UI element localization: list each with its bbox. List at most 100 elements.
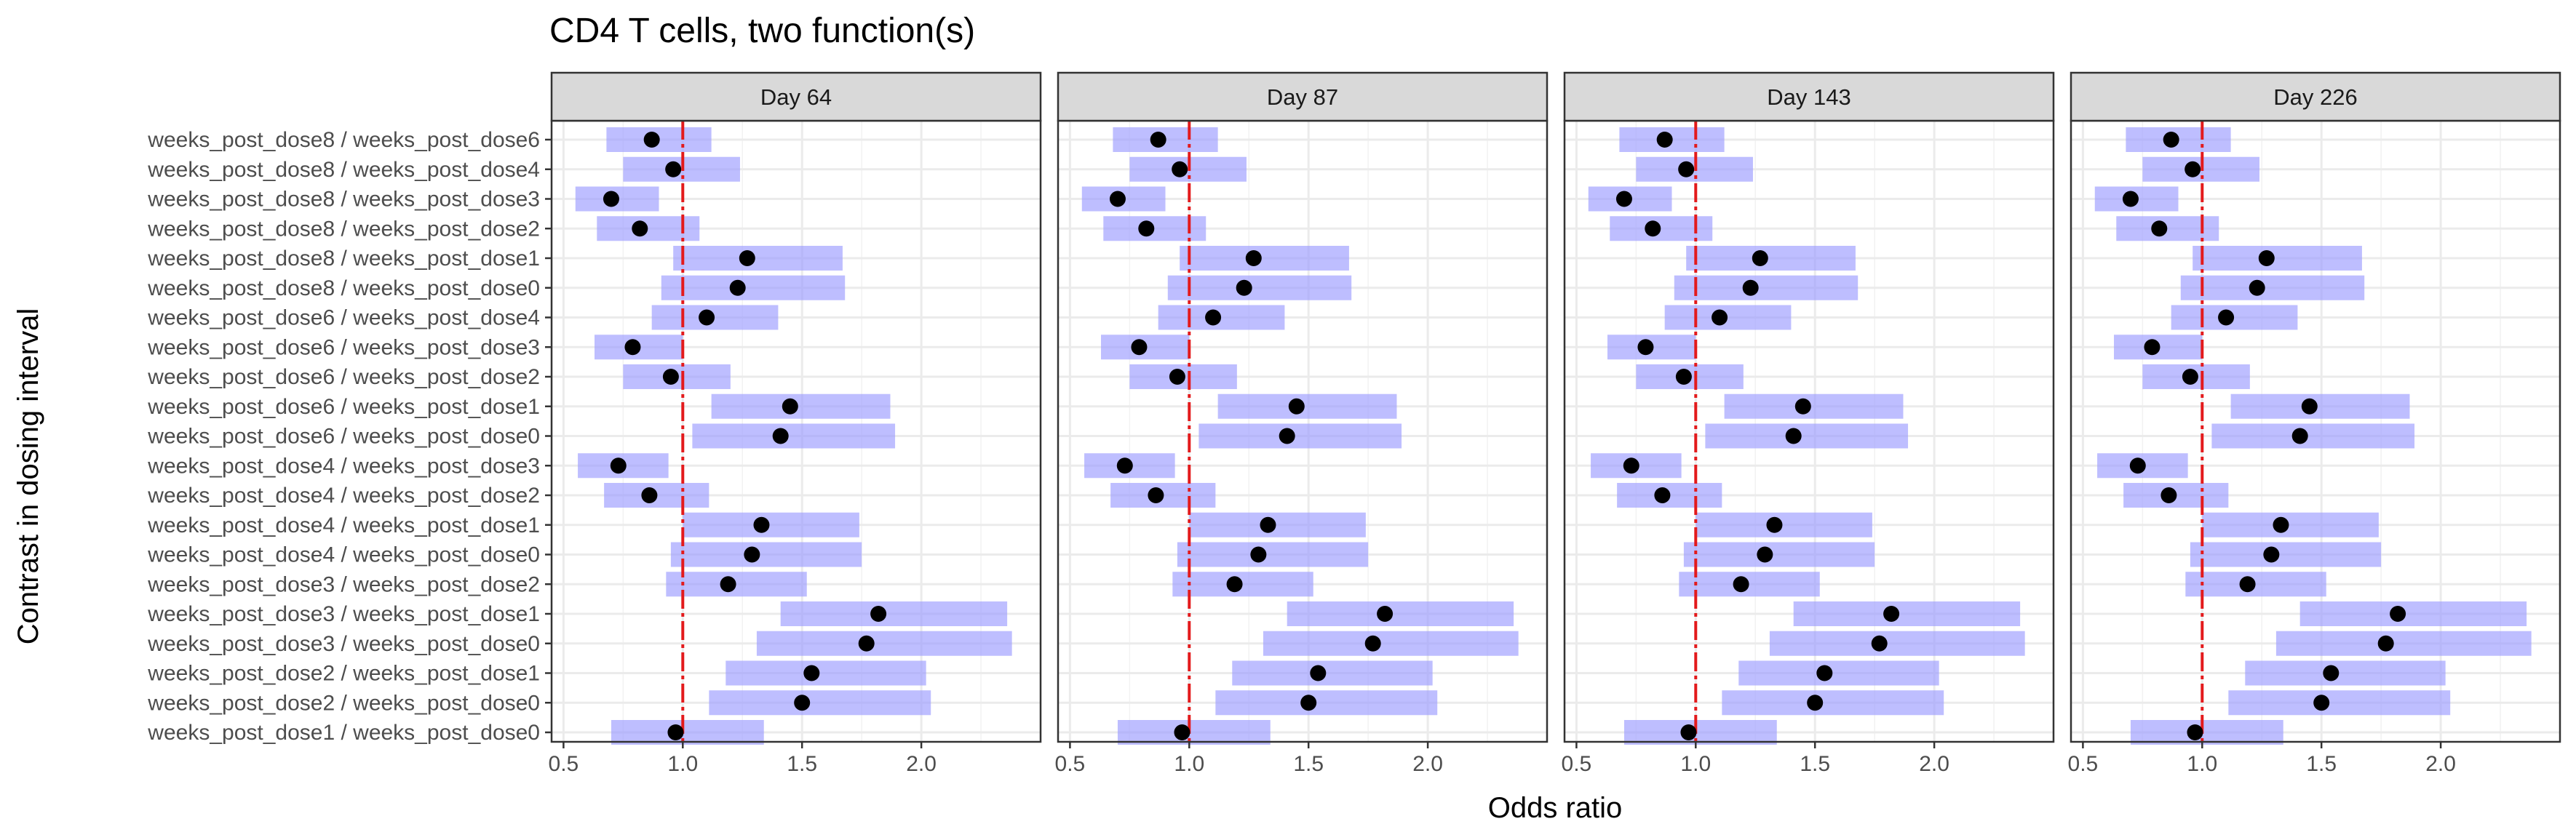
estimate-point bbox=[744, 546, 760, 563]
y-tick-label: weeks_post_dose2 / weeks_post_dose0 bbox=[147, 691, 540, 715]
x-tick-label: 0.5 bbox=[2068, 752, 2099, 776]
ci-bar bbox=[1287, 601, 1514, 626]
ci-bar bbox=[1724, 393, 1904, 419]
ci-bar bbox=[692, 423, 896, 449]
estimate-point bbox=[753, 516, 770, 533]
ci-bar bbox=[673, 246, 843, 271]
estimate-point bbox=[2263, 546, 2280, 563]
y-tick-label: weeks_post_dose4 / weeks_post_dose3 bbox=[147, 454, 540, 478]
estimate-point bbox=[1733, 576, 1749, 593]
ci-bar bbox=[1158, 305, 1285, 330]
estimate-point bbox=[2273, 516, 2289, 533]
ci-bar bbox=[1769, 631, 2025, 656]
estimate-point bbox=[720, 576, 736, 593]
x-tick-label: 2.0 bbox=[1412, 752, 1443, 776]
estimate-point bbox=[2249, 279, 2265, 296]
ci-bar bbox=[1172, 572, 1313, 597]
estimate-point bbox=[1816, 665, 1833, 681]
estimate-point bbox=[1742, 279, 1759, 296]
ci-bar bbox=[1117, 720, 1271, 745]
ci-bar bbox=[1664, 305, 1792, 330]
x-tick-label: 1.5 bbox=[2306, 752, 2337, 776]
estimate-point bbox=[1169, 369, 1185, 385]
x-tick-label: 0.5 bbox=[549, 752, 579, 776]
y-tick-label: weeks_post_dose4 / weeks_post_dose2 bbox=[147, 484, 540, 508]
estimate-point bbox=[1794, 398, 1811, 415]
estimate-point bbox=[1150, 132, 1166, 148]
estimate-point bbox=[2258, 250, 2275, 266]
facet-label: Day 87 bbox=[1267, 84, 1338, 110]
ci-bar bbox=[1232, 660, 1433, 686]
facet-strip bbox=[1057, 71, 1549, 122]
ci-bar bbox=[2202, 512, 2379, 537]
estimate-point bbox=[1236, 279, 1252, 296]
y-tick-label: weeks_post_dose3 / weeks_post_dose0 bbox=[147, 632, 540, 656]
estimate-point bbox=[2129, 457, 2146, 474]
ci-bar bbox=[1217, 393, 1397, 419]
panel-2: Day 87 0.5 1.0 1.5 2.0 bbox=[1055, 71, 1549, 776]
ci-bar bbox=[1180, 246, 1349, 271]
ci-bar bbox=[2171, 305, 2298, 330]
facet-strip bbox=[2070, 71, 2561, 122]
estimate-point bbox=[699, 309, 715, 326]
estimate-point bbox=[794, 695, 811, 711]
estimate-point bbox=[1288, 398, 1305, 415]
x-tick-label: 1.0 bbox=[2187, 752, 2217, 776]
ci-bar bbox=[670, 542, 862, 567]
estimate-point bbox=[610, 457, 627, 474]
ci-bar bbox=[1705, 423, 1909, 449]
estimate-point bbox=[1757, 546, 1773, 563]
estimate-point bbox=[1205, 309, 1222, 326]
estimate-point bbox=[1226, 576, 1243, 593]
ci-bar bbox=[2299, 601, 2527, 626]
ci-bar bbox=[2180, 275, 2365, 300]
y-tick-label: weeks_post_dose6 / weeks_post_dose3 bbox=[147, 335, 540, 359]
x-tick-label: 1.5 bbox=[1800, 752, 1830, 776]
estimate-point bbox=[643, 132, 660, 148]
estimate-point bbox=[870, 606, 887, 622]
estimate-point bbox=[1377, 606, 1394, 622]
x-tick-label: 1.0 bbox=[667, 752, 698, 776]
ci-bar bbox=[2211, 423, 2415, 449]
estimate-point bbox=[603, 191, 619, 207]
estimate-point bbox=[2122, 191, 2139, 207]
ci-bar bbox=[2185, 572, 2326, 597]
y-tick-label: weeks_post_dose6 / weeks_post_dose0 bbox=[147, 425, 540, 449]
estimate-point bbox=[1279, 428, 1295, 444]
y-tick-label: weeks_post_dose2 / weeks_post_dose1 bbox=[147, 662, 540, 686]
ci-bar bbox=[1177, 542, 1369, 567]
ci-bar bbox=[2228, 690, 2451, 716]
ci-bar bbox=[2130, 720, 2283, 745]
panel-1: Day 64 0.5 1.0 1.5 2.0 bbox=[549, 71, 1042, 776]
y-tick-label: weeks_post_dose8 / weeks_post_dose6 bbox=[147, 128, 540, 152]
estimate-point bbox=[2185, 161, 2201, 177]
ci-bar bbox=[1683, 542, 1875, 567]
ci-bar bbox=[2275, 631, 2532, 656]
ci-bar bbox=[2230, 393, 2410, 419]
estimate-point bbox=[1712, 309, 1728, 326]
x-axis-title: Odds ratio bbox=[1488, 792, 1623, 824]
y-tick-label: weeks_post_dose8 / weeks_post_dose2 bbox=[147, 217, 540, 241]
estimate-point bbox=[2163, 132, 2179, 148]
ci-bar bbox=[1189, 512, 1366, 537]
estimate-point bbox=[2239, 576, 2256, 593]
estimate-point bbox=[2377, 635, 2394, 652]
estimate-point bbox=[782, 398, 798, 415]
ci-bar bbox=[1674, 275, 1859, 300]
y-tick-label: weeks_post_dose3 / weeks_post_dose2 bbox=[147, 572, 540, 596]
x-tick-label: 2.0 bbox=[906, 752, 937, 776]
estimate-point bbox=[2151, 220, 2168, 237]
ci-bar bbox=[780, 601, 1008, 626]
estimate-point bbox=[2313, 695, 2330, 711]
estimate-point bbox=[2187, 724, 2203, 740]
ci-bar bbox=[756, 631, 1012, 656]
estimate-point bbox=[624, 339, 641, 356]
ci-bar bbox=[1167, 275, 1352, 300]
facet-label: Day 143 bbox=[1767, 84, 1850, 110]
ci-bar bbox=[1696, 512, 1872, 537]
estimate-point bbox=[2144, 339, 2160, 356]
y-tick-label: weeks_post_dose8 / weeks_post_dose0 bbox=[147, 276, 540, 300]
estimate-point bbox=[1654, 487, 1671, 503]
ci-bar bbox=[1623, 720, 1777, 745]
estimate-point bbox=[729, 279, 746, 296]
